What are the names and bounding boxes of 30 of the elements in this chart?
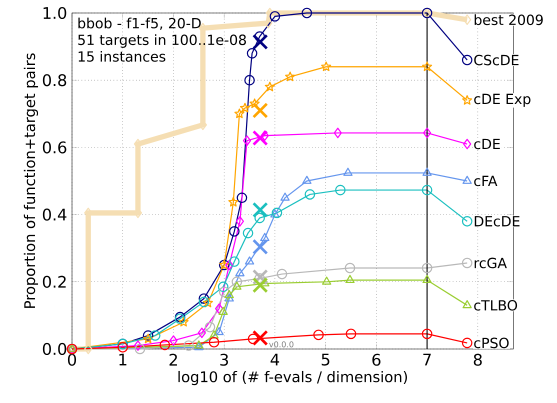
annotation: bbob - f1-f5, 20-D <box>78 18 201 30</box>
annotation: 51 targets in 100..1e-08 <box>78 34 246 48</box>
series-label: rcGA <box>474 258 507 268</box>
series-label: cTLBO <box>474 300 518 311</box>
y-tick-label: 0.2 <box>42 276 66 288</box>
x-tick-label: 2 <box>170 354 177 366</box>
x-tick-label: 3 <box>220 354 228 366</box>
x-tick-label: 6 <box>372 354 380 366</box>
x-axis-title: log10 of (# f-evals / dimension) <box>178 370 407 386</box>
series-label: cFA <box>474 176 498 186</box>
annotation: v0.0.0 <box>269 341 294 348</box>
x-tick-label: 0 <box>68 354 76 366</box>
x-tick-label: 8 <box>474 354 482 366</box>
series-label: best 2009 <box>474 14 543 26</box>
x-tick-label: 4 <box>270 354 280 366</box>
y-tick-label: 0.8 <box>42 74 66 86</box>
series-label: cDE Exp <box>474 94 530 107</box>
x-tick-label: 1 <box>119 354 126 366</box>
y-axis-title: Proportion of function+target pairs <box>24 53 38 308</box>
series-label: DEcDE <box>474 216 520 226</box>
series-label: cDE <box>474 138 500 150</box>
series-label: CScDE <box>474 54 519 66</box>
y-tick-label: 0.4 <box>42 208 66 221</box>
x-tick-label: 5 <box>322 354 330 366</box>
series-label: cPSO <box>474 338 509 348</box>
annotation: 15 instances <box>78 50 166 62</box>
y-tick-label: 1.0 <box>44 6 66 20</box>
y-tick-label: 0.0 <box>42 342 66 356</box>
x-tick-label: 7 <box>423 354 431 366</box>
y-tick-label: 0.6 <box>42 141 66 154</box>
